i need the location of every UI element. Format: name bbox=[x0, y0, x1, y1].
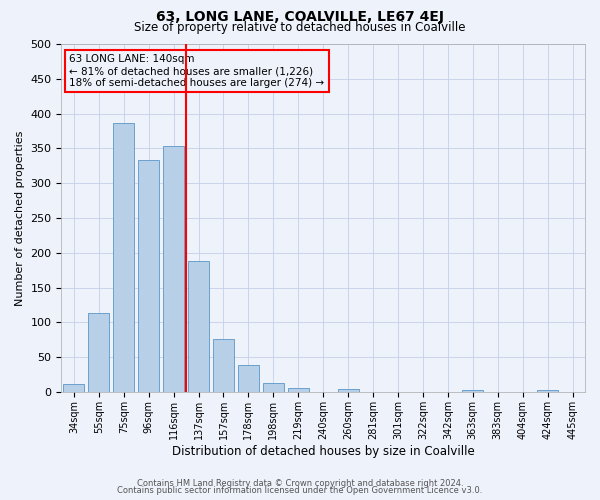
Text: 63 LONG LANE: 140sqm
← 81% of detached houses are smaller (1,226)
18% of semi-de: 63 LONG LANE: 140sqm ← 81% of detached h… bbox=[69, 54, 325, 88]
Bar bbox=[213, 339, 234, 392]
Bar bbox=[113, 124, 134, 392]
Bar bbox=[63, 384, 85, 392]
Bar bbox=[88, 314, 109, 392]
Bar bbox=[338, 389, 359, 392]
Bar bbox=[263, 383, 284, 392]
Bar bbox=[188, 261, 209, 392]
Text: 63, LONG LANE, COALVILLE, LE67 4EJ: 63, LONG LANE, COALVILLE, LE67 4EJ bbox=[156, 10, 444, 24]
Y-axis label: Number of detached properties: Number of detached properties bbox=[15, 130, 25, 306]
Text: Contains HM Land Registry data © Crown copyright and database right 2024.: Contains HM Land Registry data © Crown c… bbox=[137, 478, 463, 488]
Bar bbox=[238, 366, 259, 392]
Text: Contains public sector information licensed under the Open Government Licence v3: Contains public sector information licen… bbox=[118, 486, 482, 495]
Bar bbox=[287, 388, 309, 392]
X-axis label: Distribution of detached houses by size in Coalville: Distribution of detached houses by size … bbox=[172, 444, 475, 458]
Text: Size of property relative to detached houses in Coalville: Size of property relative to detached ho… bbox=[134, 21, 466, 34]
Bar bbox=[462, 390, 484, 392]
Bar bbox=[537, 390, 558, 392]
Bar bbox=[163, 146, 184, 392]
Bar bbox=[138, 160, 159, 392]
